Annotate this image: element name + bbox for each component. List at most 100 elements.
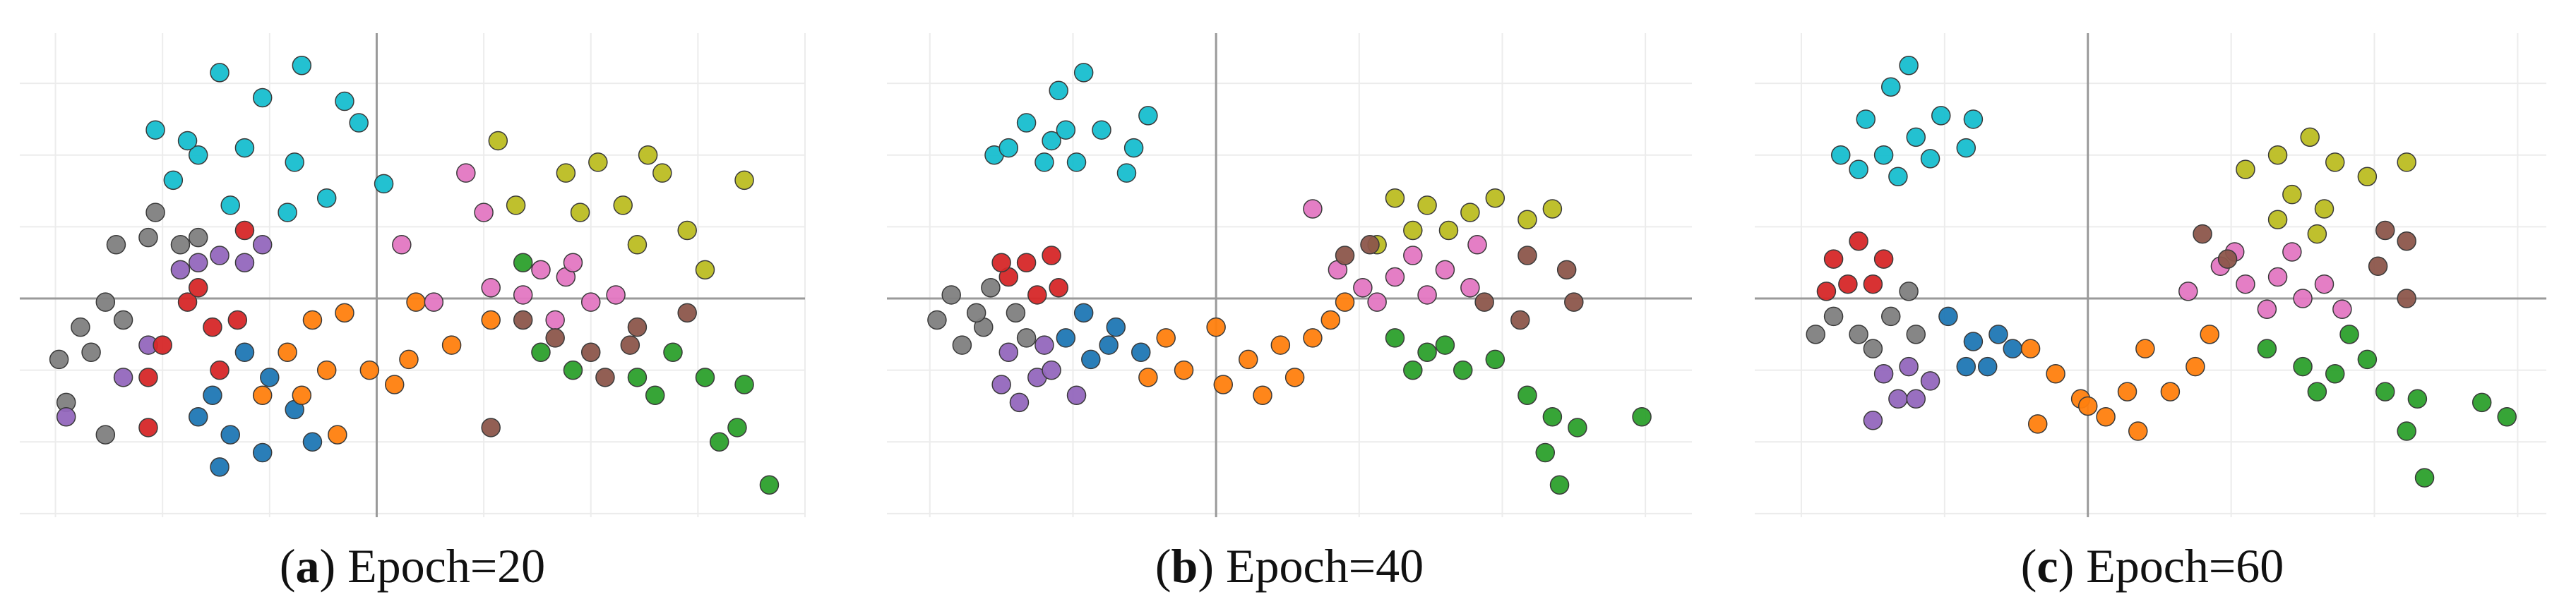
point — [1510, 310, 1530, 330]
point — [1517, 246, 1537, 265]
point — [2193, 224, 2212, 244]
point — [488, 131, 508, 151]
point — [677, 303, 697, 323]
point — [734, 170, 754, 191]
point — [998, 342, 1019, 363]
point — [1006, 303, 1026, 323]
point — [399, 349, 419, 370]
point — [2357, 349, 2378, 370]
point — [2397, 152, 2416, 172]
point — [531, 342, 551, 363]
point — [1535, 442, 1556, 463]
point — [1049, 278, 1068, 298]
point — [1963, 109, 1984, 129]
point — [2003, 339, 2022, 358]
point — [1823, 306, 1844, 327]
caption: (a) Epoch=20 — [280, 539, 545, 593]
point — [991, 375, 1011, 394]
point — [2282, 184, 2302, 205]
point — [278, 203, 297, 222]
point — [138, 368, 158, 387]
point — [998, 138, 1019, 158]
point — [620, 335, 640, 355]
point — [1056, 120, 1076, 140]
point — [1320, 310, 1341, 330]
point — [531, 260, 551, 280]
point — [563, 253, 583, 272]
point — [302, 432, 323, 452]
point — [1417, 285, 1437, 305]
point — [1920, 149, 1940, 169]
point — [2200, 325, 2219, 344]
point — [2135, 339, 2155, 358]
point — [170, 235, 191, 255]
point — [695, 368, 715, 387]
point — [638, 145, 658, 165]
point — [177, 292, 198, 312]
point — [1027, 285, 1047, 305]
point — [2332, 299, 2352, 320]
point — [1881, 77, 1901, 97]
point — [2339, 325, 2359, 344]
point — [113, 368, 133, 387]
point — [1938, 306, 1958, 327]
point — [2368, 256, 2388, 277]
point — [695, 260, 715, 280]
point — [1353, 278, 1373, 298]
point — [1823, 249, 1844, 269]
point — [1206, 317, 1226, 337]
point — [2471, 392, 2492, 413]
point — [1931, 106, 1951, 126]
point — [645, 385, 665, 405]
point — [1460, 278, 1480, 298]
point — [1066, 385, 1087, 405]
point — [227, 310, 248, 330]
point — [513, 310, 533, 330]
point — [1888, 389, 1908, 409]
point — [1335, 292, 1355, 312]
point — [481, 278, 501, 298]
point — [545, 328, 565, 348]
point — [1435, 260, 1455, 280]
point — [1066, 152, 1087, 172]
point — [2300, 127, 2320, 147]
point — [663, 342, 683, 363]
point — [759, 475, 780, 495]
caption-part: ( — [1155, 539, 1171, 593]
point — [2186, 356, 2205, 377]
point — [234, 138, 255, 158]
point — [163, 170, 184, 191]
point — [2236, 159, 2255, 179]
point — [481, 310, 501, 330]
point — [252, 235, 273, 255]
point — [1303, 328, 1323, 348]
point — [1856, 109, 1876, 129]
point — [1899, 282, 1919, 301]
point — [220, 425, 240, 445]
point — [1863, 274, 1883, 294]
point — [49, 349, 69, 370]
point — [328, 425, 347, 445]
point — [2397, 289, 2416, 308]
point — [1385, 328, 1405, 348]
point — [627, 368, 648, 387]
point — [2407, 389, 2428, 409]
point — [113, 310, 133, 330]
point — [1360, 235, 1380, 255]
point — [2314, 199, 2334, 219]
point — [1806, 325, 1825, 344]
point — [2293, 289, 2313, 308]
point — [652, 163, 672, 183]
point — [1081, 349, 1101, 370]
point — [474, 203, 494, 222]
point — [252, 87, 273, 108]
point — [606, 285, 626, 305]
point — [2178, 282, 2198, 301]
point — [1403, 246, 1423, 265]
point — [456, 163, 476, 183]
point — [1564, 292, 1584, 312]
point — [1838, 274, 1858, 294]
point — [145, 120, 165, 140]
point — [1568, 418, 1587, 437]
